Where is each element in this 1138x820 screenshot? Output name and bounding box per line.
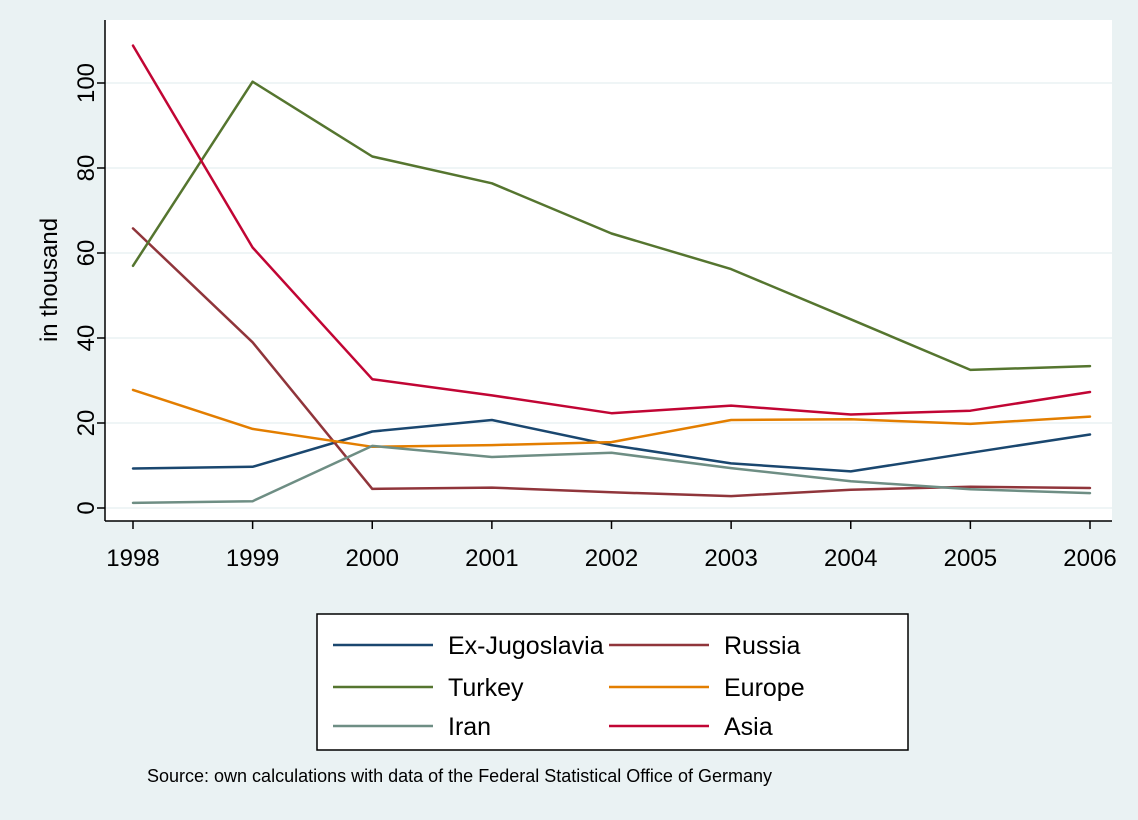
- legend-label: Russia: [724, 632, 801, 660]
- y-tick-label: 40: [73, 325, 100, 352]
- axes: 0 20 40 60 80 100 1998 1999 2000 2001 2002 2003 2004…: [73, 20, 1117, 572]
- plot-area: [105, 20, 1112, 521]
- x-tick-label: 1999: [226, 545, 279, 572]
- source-note: Source: own calculations with data of th…: [147, 766, 772, 786]
- legend-label: Ex-Jugoslavia: [448, 632, 604, 660]
- x-tick-label: 2001: [465, 545, 518, 572]
- y-tick-label: 0: [73, 501, 100, 514]
- legend-label: Asia: [724, 713, 773, 741]
- series-line-turkey: [131, 80, 1092, 372]
- series-line-ex-jugoslavia: [131, 418, 1092, 473]
- x-tick-label: 2006: [1063, 545, 1116, 572]
- y-tick-label: 60: [73, 240, 100, 267]
- y-tick-label: 100: [73, 63, 100, 103]
- series-line-europe: [131, 388, 1092, 449]
- series-lines: [131, 44, 1092, 505]
- legend-label: Turkey: [448, 674, 524, 702]
- legend-label: Europe: [724, 674, 805, 702]
- series-line-iran: [131, 444, 1092, 505]
- x-tick-label: 2005: [944, 545, 997, 572]
- gridlines: [105, 82, 1112, 509]
- series-line-asia: [131, 44, 1092, 416]
- x-tick-label: 1998: [106, 545, 159, 572]
- x-tick-label: 2003: [704, 545, 757, 572]
- legend-label: Iran: [448, 713, 491, 741]
- y-axis-title: in thousand: [36, 218, 63, 342]
- x-tick-label: 2002: [585, 545, 638, 572]
- y-tick-label: 80: [73, 155, 100, 182]
- legend-box: [316, 613, 909, 751]
- x-tick-label: 2004: [824, 545, 877, 572]
- legend: Ex-Jugoslavia Russia Turkey Europe Iran Asia: [316, 613, 909, 751]
- y-tick-label: 20: [73, 410, 100, 437]
- x-tick-label: 2000: [346, 545, 399, 572]
